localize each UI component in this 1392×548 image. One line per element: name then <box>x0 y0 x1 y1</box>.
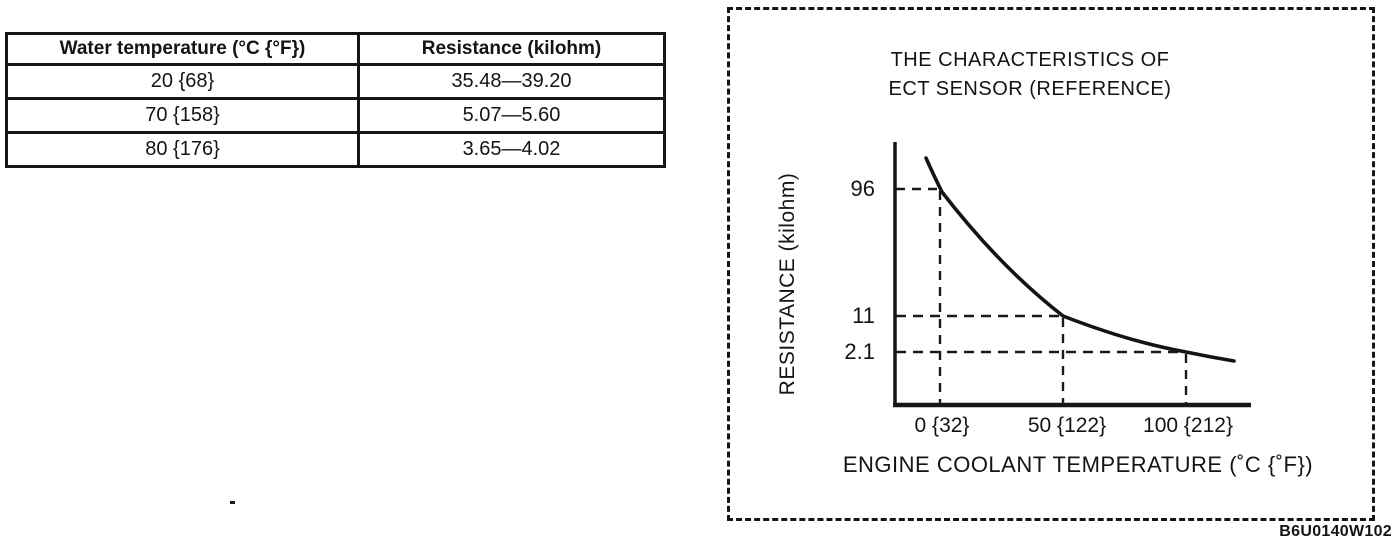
table-row: 80 {176} 3.65—4.02 <box>5 131 666 168</box>
cell-resistance-70: 5.07—5.60 <box>357 97 666 134</box>
chart-title-line1: THE CHARACTERISTICS OF <box>890 49 1170 71</box>
chart-title-line2: ECT SENSOR (REFERENCE) <box>888 78 1172 100</box>
table-row: 70 {158} 5.07—5.60 <box>5 97 666 134</box>
table-header-row: Water temperature (°C {°F}) Resistance (… <box>5 32 666 66</box>
header-resistance: Resistance (kilohm) <box>357 32 666 66</box>
table-row: 20 {68} 35.48—39.20 <box>5 63 666 100</box>
x-tick-50: 50 {122} <box>1027 414 1107 437</box>
chart-title: THE CHARACTERISTICS OF ECT SENSOR (REFER… <box>825 46 1235 104</box>
x-tick-0: 0 {32} <box>914 414 970 437</box>
figure-code: B6U0140W102 <box>1279 523 1392 540</box>
x-axis-label: ENGINE COOLANT TEMPERATURE (˚C {˚F}) <box>842 452 1314 477</box>
y-tick-96: 96 <box>850 176 875 201</box>
x-tick-100: 100 {212} <box>1143 414 1233 437</box>
cell-resistance-20: 35.48—39.20 <box>357 63 666 100</box>
ect-sensor-chart-panel: THE CHARACTERISTICS OF ECT SENSOR (REFER… <box>727 7 1375 521</box>
y-tick-11: 11 <box>852 303 875 328</box>
y-tick-2-1: 2.1 <box>844 339 875 364</box>
cell-temp-80: 80 {176} <box>5 131 360 168</box>
cell-temp-20: 20 {68} <box>5 63 360 100</box>
chart-canvas <box>893 142 1251 408</box>
ect-characteristic-curve <box>924 156 1236 363</box>
header-water-temperature: Water temperature (°C {°F}) <box>5 32 360 66</box>
scan-artifact-dot <box>230 501 235 504</box>
y-axis-label: RESISTANCE (kilohm) <box>776 172 799 396</box>
cell-resistance-80: 3.65—4.02 <box>357 131 666 168</box>
cell-temp-70: 70 {158} <box>5 97 360 134</box>
water-temp-resistance-table: Water temperature (°C {°F}) Resistance (… <box>5 32 666 168</box>
